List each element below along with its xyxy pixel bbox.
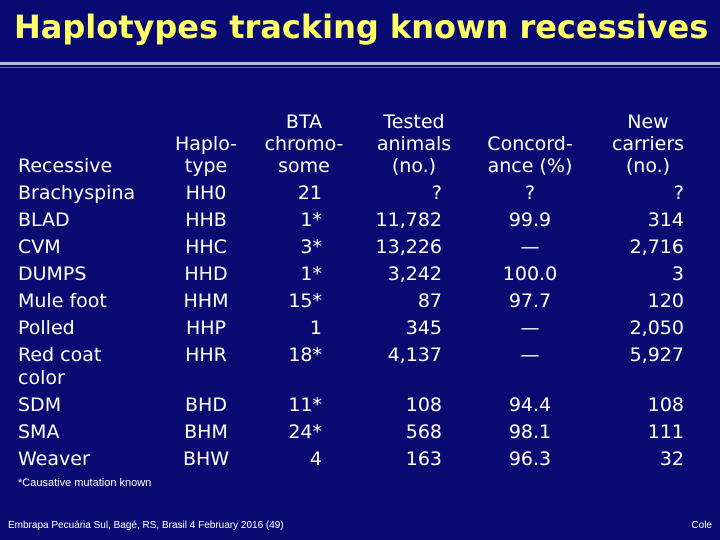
header-recessive: Recessive (18, 155, 113, 177)
cell-bta: 1* (300, 263, 322, 285)
cell-tested: 87 (417, 290, 442, 312)
cell-concordance: 97.7 (508, 290, 552, 312)
cell-recessive: BLAD (18, 209, 70, 231)
cell-recessive: Weaver (18, 448, 90, 470)
cell-tested: 345 (405, 317, 442, 339)
cell-recessive: Polled (18, 317, 75, 339)
cell-recessive: color (18, 367, 65, 389)
header-concordance: Concord- ance (%) (487, 133, 573, 177)
cell-recessive: Red coat (18, 344, 102, 366)
cell-tested: ? (431, 182, 442, 204)
cell-carriers: 5,927 (629, 344, 684, 366)
slide-title: Haplotypes tracking known recessives (14, 8, 709, 46)
footnote: *Causative mutation known (18, 477, 152, 489)
cell-carriers: 2,716 (629, 236, 684, 258)
cell-concordance: ? (524, 182, 536, 204)
cell-carriers: 3 (671, 263, 684, 285)
cell-carriers: 120 (647, 290, 684, 312)
cell-bta: 15* (288, 290, 322, 312)
cell-haplotype: HH0 (185, 182, 227, 204)
title-divider (0, 62, 720, 65)
cell-tested: 13,226 (375, 236, 442, 258)
cell-haplotype: HHC (185, 236, 227, 258)
cell-carriers: 108 (647, 394, 684, 416)
cell-recessive: SMA (18, 421, 60, 443)
cell-bta: 18* (288, 344, 322, 366)
cell-haplotype: HHP (185, 317, 227, 339)
header-carriers: New carriers (no.) (611, 111, 685, 177)
cell-concordance: — (520, 236, 540, 258)
cell-bta: 1* (300, 209, 322, 231)
cell-recessive: Brachyspina (18, 182, 136, 204)
cell-tested: 11,782 (375, 209, 442, 231)
cell-bta: 24* (288, 421, 322, 443)
cell-carriers: 2,050 (629, 317, 684, 339)
cell-haplotype: HHM (183, 290, 229, 312)
cell-concordance: 100.0 (502, 263, 558, 285)
cell-haplotype: HHD (184, 263, 228, 285)
cell-haplotype: BHD (185, 394, 227, 416)
cell-haplotype: BHW (182, 448, 230, 470)
header-tested: Tested animals (no.) (376, 111, 452, 177)
cell-bta: 11* (288, 394, 322, 416)
cell-concordance: 94.4 (508, 394, 552, 416)
cell-recessive: DUMPS (18, 263, 87, 285)
header-bta: BTA chromo- some (264, 111, 344, 177)
title-divider-thin (0, 67, 720, 68)
cell-haplotype: HHR (185, 344, 227, 366)
cell-carriers: 111 (647, 421, 684, 443)
cell-carriers: ? (673, 182, 684, 204)
cell-haplotype: HHB (185, 209, 227, 231)
cell-concordance: 99.9 (508, 209, 552, 231)
cell-concordance: — (520, 344, 540, 366)
cell-recessive: SDM (18, 394, 62, 416)
cell-tested: 163 (405, 448, 442, 470)
cell-carriers: 314 (647, 209, 684, 231)
cell-bta: 1 (309, 317, 322, 339)
cell-concordance: 96.3 (508, 448, 552, 470)
cell-bta: 4 (309, 448, 322, 470)
footer-source: Embrapa Pecuária Sul, Bagé, RS, Brasil 4… (8, 520, 284, 531)
cell-tested: 568 (405, 421, 442, 443)
cell-concordance: — (520, 317, 540, 339)
cell-tested: 3,242 (387, 263, 442, 285)
cell-carriers: 32 (659, 448, 684, 470)
footer-author: Cole (691, 520, 712, 531)
cell-recessive: Mule foot (18, 290, 107, 312)
cell-tested: 4,137 (387, 344, 442, 366)
cell-recessive: CVM (18, 236, 61, 258)
cell-concordance: 98.1 (508, 421, 552, 443)
cell-haplotype: BHM (184, 421, 228, 443)
cell-bta: 21 (297, 182, 322, 204)
header-haplotype: Haplo- type (174, 133, 238, 177)
cell-tested: 108 (405, 394, 442, 416)
cell-bta: 3* (300, 236, 322, 258)
